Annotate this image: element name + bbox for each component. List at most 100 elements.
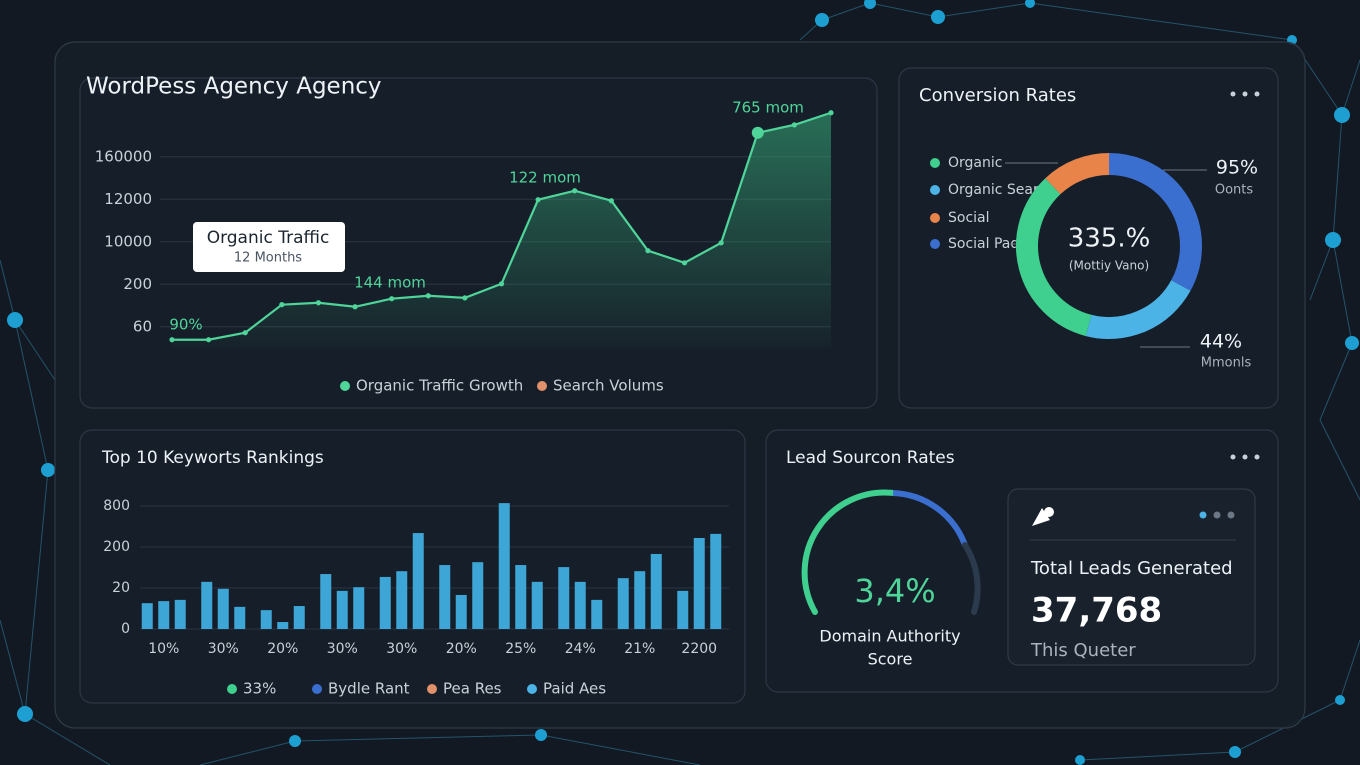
card-title: Lead Sourcon Rates — [786, 448, 955, 468]
menu-dots[interactable] — [1230, 91, 1260, 460]
point — [535, 197, 541, 203]
legend-swatch — [930, 213, 940, 223]
bar — [710, 533, 722, 629]
legend-label: Social Pads — [948, 236, 1027, 252]
point — [645, 248, 651, 254]
bar — [412, 533, 424, 629]
bar — [141, 603, 153, 629]
pie-segment — [1085, 279, 1191, 339]
bar — [515, 565, 527, 629]
point — [791, 122, 797, 128]
point — [608, 198, 614, 204]
bar — [531, 581, 543, 629]
bar — [591, 599, 603, 629]
y-tick-label: 10000 — [104, 232, 152, 250]
bar — [574, 581, 586, 629]
legend-swatch — [527, 684, 537, 694]
y-tick-label: 800 — [103, 498, 130, 514]
annotation: 122 mom — [509, 169, 581, 187]
point — [572, 188, 578, 194]
gauge-value: 3,4% — [854, 572, 935, 610]
kpi-card — [1007, 488, 1256, 666]
legend-swatch — [312, 684, 322, 694]
bar — [396, 571, 408, 629]
bar — [320, 574, 332, 629]
legend-swatch — [227, 684, 237, 694]
chart-title: Conversion Rates — [919, 85, 1076, 106]
kpi-icon — [1032, 507, 1054, 526]
legend-label: Organic Search — [948, 182, 1055, 198]
bar — [472, 562, 484, 629]
annotation: 90% — [169, 316, 202, 334]
point — [352, 304, 358, 310]
bar — [693, 537, 705, 629]
point — [828, 110, 834, 116]
point — [315, 300, 322, 306]
x-tick-label: 10% — [148, 641, 179, 657]
area — [172, 112, 831, 348]
x-tick-label: 30% — [327, 641, 358, 657]
chart-title: WordPess Agency Agency — [86, 74, 382, 100]
gauge-track — [962, 542, 981, 615]
x-tick-label: 20% — [267, 641, 298, 657]
gauge-label: Domain Authority — [819, 627, 960, 646]
bar — [336, 590, 348, 629]
bar — [455, 594, 467, 629]
x-tick-label: 2200 — [681, 641, 717, 657]
annotation: 144 mom — [354, 274, 426, 292]
point — [242, 330, 248, 336]
point — [169, 337, 175, 343]
legend-label: Bydle Rant — [328, 680, 410, 698]
point — [751, 126, 764, 139]
y-tick-label: 60 — [133, 317, 152, 335]
bar — [498, 503, 510, 629]
legend-swatch — [930, 158, 940, 168]
x-tick-label: 30% — [386, 641, 417, 657]
keywords-panel — [79, 429, 746, 704]
bar — [617, 578, 629, 629]
bar — [353, 587, 365, 629]
point — [681, 260, 688, 266]
legend-label: Social — [948, 210, 990, 226]
chart-title: Top 10 Keyworts Rankings — [101, 448, 324, 468]
bar — [379, 576, 391, 629]
legend-swatch — [930, 185, 940, 195]
annotation-label: Mmonls — [1201, 356, 1252, 371]
bar — [677, 590, 689, 629]
point — [462, 295, 468, 301]
x-tick-label: 21% — [624, 641, 655, 657]
legend-label: Organic Traffic Growth — [356, 377, 523, 395]
bar — [234, 606, 246, 629]
pie-segment — [1108, 153, 1202, 291]
gauge-arc — [801, 489, 896, 615]
legend-label: 33% — [243, 680, 276, 698]
callout-box — [193, 222, 345, 272]
kpi-value: 37,768 — [1031, 591, 1162, 631]
pie-segment — [1016, 178, 1092, 337]
bar — [650, 553, 662, 629]
y-tick-label: 20 — [112, 580, 130, 596]
center-sublabel: (Mottiy Vano) — [1069, 259, 1149, 273]
point — [206, 337, 212, 343]
bar — [158, 601, 170, 629]
bar — [174, 599, 186, 629]
kpi-dots — [1199, 511, 1235, 519]
kpi-title: Total Leads Generated — [1030, 558, 1233, 579]
gauge-label: Score — [868, 650, 913, 669]
point — [425, 293, 431, 299]
legend-swatch — [427, 684, 437, 694]
pie-segment — [1045, 153, 1110, 195]
callout-subtitle: 12 Months — [234, 251, 302, 266]
legend-swatch — [340, 381, 350, 391]
bar — [439, 565, 451, 629]
annotation-value: 95% — [1216, 157, 1258, 179]
legend-label: Pea Res — [443, 680, 502, 698]
y-tick-label: 12000 — [104, 190, 152, 208]
point — [718, 240, 724, 246]
bar — [201, 581, 213, 629]
x-tick-label: 20% — [446, 641, 477, 657]
y-tick-label: 0 — [121, 621, 130, 637]
bar — [277, 622, 289, 629]
